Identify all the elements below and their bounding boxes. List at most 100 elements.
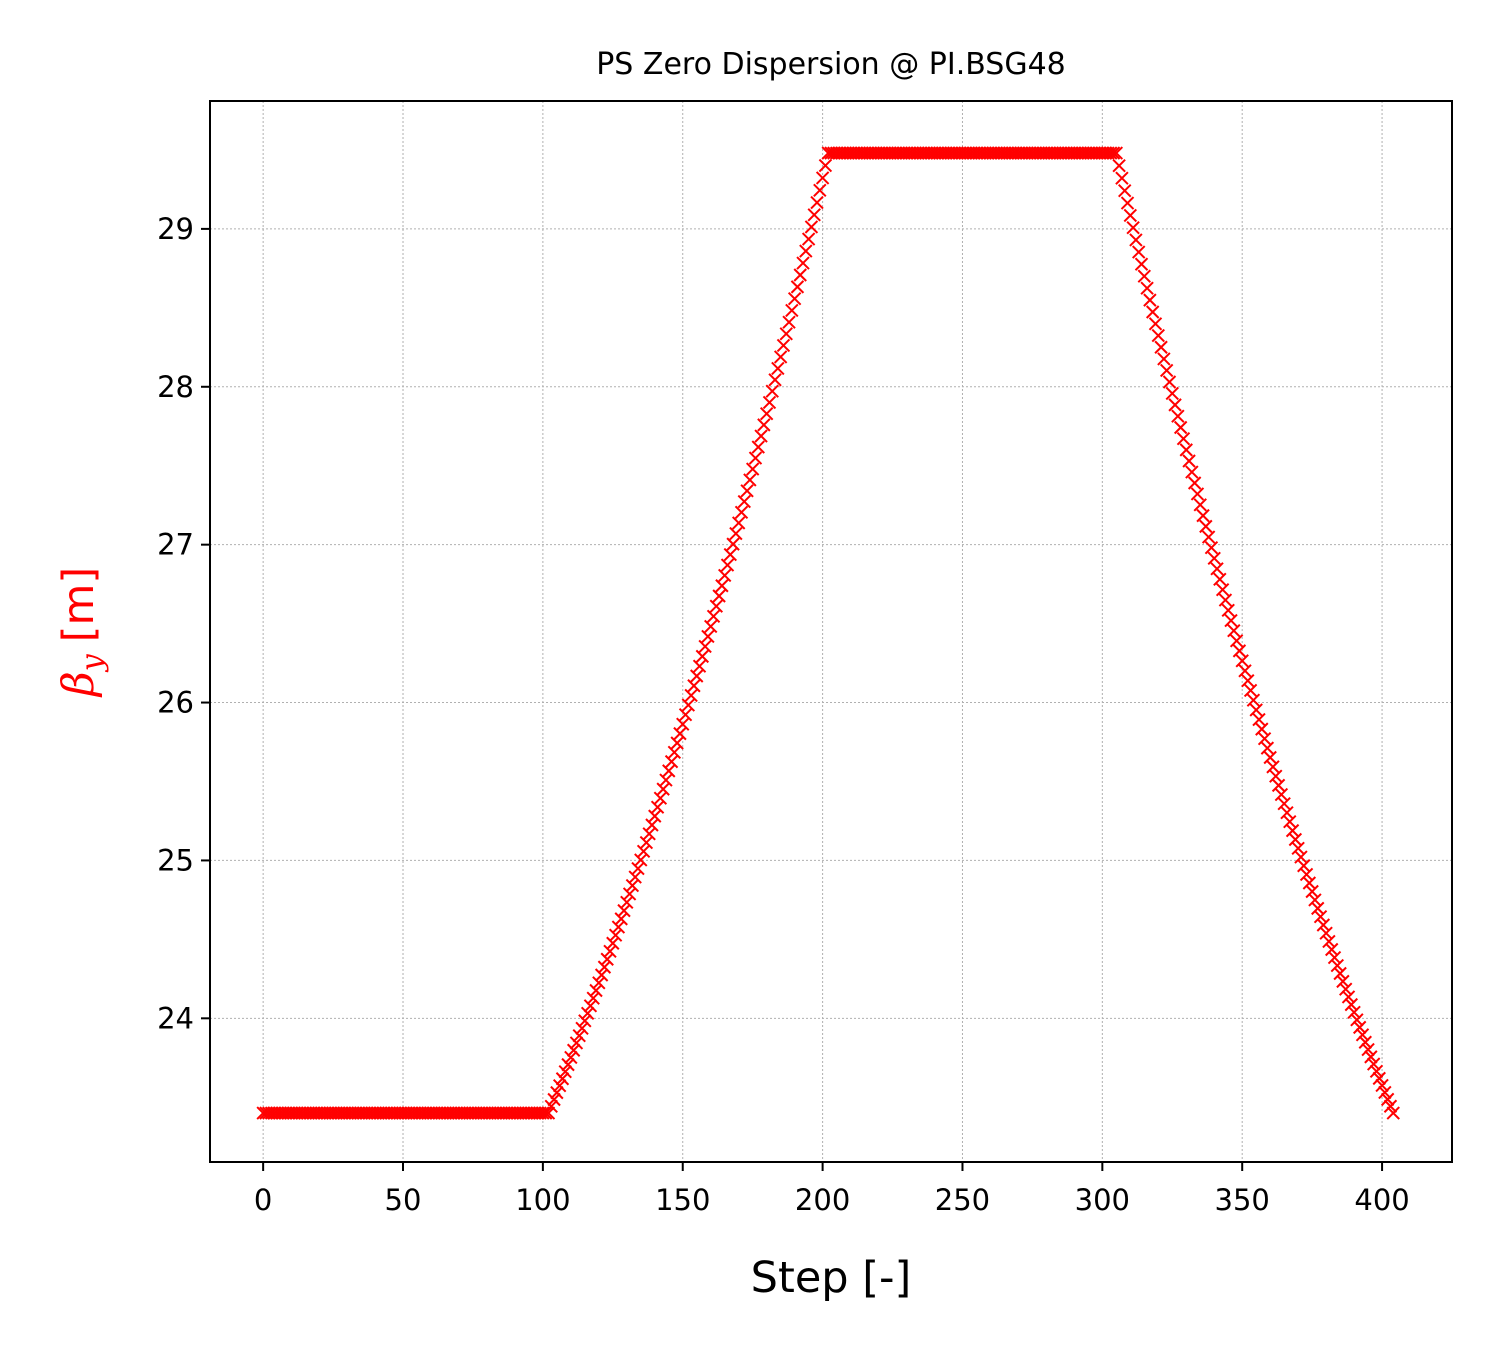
- data-point: [552, 1079, 567, 1093]
- data-point: [558, 1064, 572, 1079]
- data-point: [631, 861, 645, 876]
- data-point: [1112, 158, 1126, 173]
- data-point: [1252, 712, 1266, 727]
- data-point: [564, 1050, 578, 1065]
- data-point: [650, 800, 665, 814]
- y-tick-label: 24: [157, 1001, 194, 1035]
- data-point: [1302, 876, 1317, 890]
- data-point: [1246, 693, 1261, 707]
- data-point: [787, 292, 802, 306]
- x-tick-label: 200: [795, 1183, 850, 1217]
- data-point: [1308, 893, 1322, 907]
- y-tick-label: 27: [157, 528, 194, 562]
- data-point: [681, 698, 696, 712]
- data-point: [731, 516, 746, 530]
- data-point: [572, 1028, 586, 1043]
- data-point: [1336, 974, 1350, 989]
- data-point: [1104, 146, 1118, 160]
- data-point: [1375, 1078, 1389, 1093]
- y-axis-label-subscript: y: [75, 653, 110, 673]
- data-point: [704, 619, 718, 634]
- data-point: [745, 462, 760, 476]
- data-point: [1137, 269, 1152, 283]
- data-point: [617, 903, 631, 918]
- data-point: [771, 361, 785, 376]
- data-point: [1311, 901, 1325, 916]
- data-point: [1257, 731, 1272, 746]
- data-point: [653, 791, 668, 805]
- data-point: [759, 407, 774, 421]
- data-point: [586, 991, 600, 1005]
- data-point: [813, 183, 827, 197]
- data-point: [810, 195, 824, 210]
- data-point: [1380, 1092, 1395, 1107]
- y-axis-label: βy [m]: [54, 567, 110, 698]
- data-point: [734, 505, 749, 519]
- data-point: [1210, 562, 1224, 576]
- data-point: [1129, 233, 1143, 247]
- data-point: [561, 1057, 575, 1072]
- data-point: [536, 1106, 550, 1120]
- data-point: [1118, 183, 1132, 198]
- data-point: [1294, 850, 1308, 864]
- data-point: [1269, 769, 1283, 783]
- data-point: [757, 418, 771, 432]
- data-point: [1227, 623, 1241, 638]
- x-tick-label: 250: [935, 1183, 990, 1217]
- data-point: [1235, 654, 1249, 668]
- data-point: [566, 1043, 581, 1057]
- data-point: [636, 844, 651, 859]
- data-point: [555, 1072, 570, 1086]
- data-point: [628, 870, 642, 884]
- data-point: [541, 1106, 556, 1120]
- data-point: [620, 895, 634, 910]
- data-point: [678, 707, 693, 722]
- data-point: [1378, 1085, 1392, 1100]
- data-point: [550, 1085, 564, 1100]
- data-point: [1131, 245, 1146, 259]
- data-point: [801, 232, 816, 246]
- data-point: [690, 669, 704, 683]
- data-point: [1185, 465, 1199, 479]
- data-point: [1341, 990, 1356, 1004]
- data-point: [737, 494, 751, 509]
- data-point: [578, 1014, 592, 1028]
- data-point: [1120, 196, 1135, 210]
- data-point: [1106, 146, 1121, 160]
- data-point: [1241, 673, 1255, 688]
- data-point: [1372, 1071, 1386, 1086]
- data-point: [1283, 814, 1297, 829]
- data-point: [1243, 683, 1258, 698]
- data-point: [1140, 281, 1154, 295]
- data-point: [815, 171, 830, 185]
- data-point: [1352, 1020, 1367, 1035]
- data-point: [592, 976, 606, 990]
- data-point: [1190, 487, 1205, 501]
- y-tick-label: 25: [157, 843, 194, 877]
- y-axis-label-unit: [m]: [54, 567, 104, 642]
- data-point: [818, 158, 833, 173]
- data-point: [1221, 603, 1235, 618]
- data-point: [799, 244, 813, 258]
- x-tick-label: 400: [1354, 1183, 1409, 1217]
- plot-frame: [209, 100, 1453, 1163]
- data-point: [1249, 703, 1263, 717]
- data-point: [608, 928, 623, 942]
- data-point: [1165, 386, 1179, 401]
- data-point: [1215, 582, 1230, 597]
- x-axis-label: Step [-]: [751, 1253, 912, 1303]
- data-point: [673, 726, 687, 741]
- data-point: [1325, 942, 1339, 957]
- data-point: [1171, 409, 1185, 423]
- data-point: [765, 384, 779, 398]
- data-point: [768, 373, 782, 387]
- data-point: [1313, 910, 1328, 924]
- data-point: [1238, 664, 1252, 678]
- data-point: [717, 568, 732, 583]
- data-point: [1213, 572, 1227, 586]
- data-point: [701, 629, 715, 644]
- data-point: [692, 659, 707, 673]
- data-point: [1285, 823, 1300, 838]
- data-point: [634, 853, 648, 867]
- data-point: [614, 912, 628, 926]
